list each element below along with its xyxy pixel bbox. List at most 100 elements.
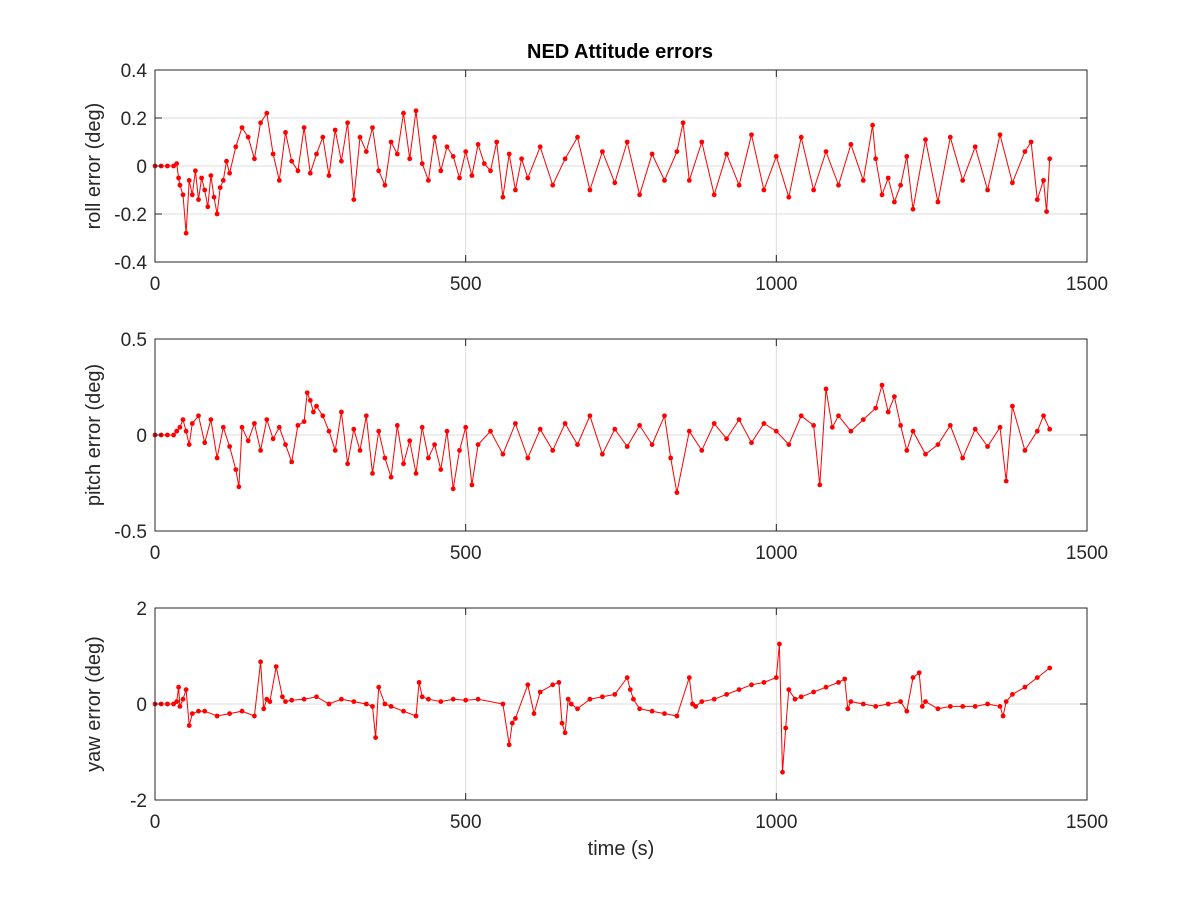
pitch-data-point bbox=[823, 386, 829, 392]
roll-data-point bbox=[860, 178, 866, 183]
pitch-data-point bbox=[258, 448, 263, 453]
roll-data-point bbox=[1028, 139, 1034, 145]
roll-data-point bbox=[233, 144, 239, 150]
pitch-data-point bbox=[227, 444, 233, 449]
roll-data-point bbox=[189, 192, 195, 198]
roll-data-point bbox=[351, 197, 357, 203]
roll-data-point bbox=[848, 142, 854, 147]
roll-data-point bbox=[870, 122, 875, 128]
roll-data-point bbox=[537, 144, 543, 150]
roll-data-point bbox=[600, 149, 605, 155]
pitch-data-point bbox=[332, 448, 338, 453]
pitch-data-point bbox=[239, 424, 245, 430]
pitch-data-point bbox=[1041, 413, 1046, 419]
yaw-data-point bbox=[836, 680, 841, 685]
roll-data-point bbox=[736, 182, 742, 188]
pitch-data-point bbox=[997, 424, 1003, 430]
pitch-data-point bbox=[587, 413, 593, 419]
yaw-data-point bbox=[792, 696, 798, 702]
roll-data-point bbox=[506, 151, 512, 157]
yaw-data-point bbox=[724, 692, 729, 697]
roll-data-point bbox=[1022, 149, 1028, 155]
yaw-data-point bbox=[475, 696, 481, 702]
roll-data-point bbox=[686, 178, 692, 183]
roll-data-point bbox=[637, 192, 642, 198]
roll-data-point bbox=[562, 156, 568, 162]
roll-data-point bbox=[264, 110, 270, 116]
yaw-data-point bbox=[556, 680, 562, 685]
roll-data-point bbox=[276, 178, 282, 183]
pitch-data-point bbox=[798, 413, 804, 419]
yaw-data-point bbox=[196, 708, 201, 714]
roll-data-point bbox=[475, 142, 481, 147]
roll-data-point bbox=[885, 175, 891, 181]
roll-data-point bbox=[513, 187, 518, 193]
yaw-data-point bbox=[1003, 699, 1009, 704]
pitch-data-point bbox=[233, 467, 239, 472]
yaw-data-point bbox=[693, 704, 698, 709]
roll-data-point bbox=[270, 151, 276, 157]
yaw-data-point bbox=[202, 708, 208, 714]
pitch-data-point bbox=[311, 409, 316, 415]
pitch-data-point bbox=[426, 455, 431, 461]
yaw-data-point bbox=[376, 684, 382, 690]
pitch-data-point bbox=[295, 423, 301, 428]
pitch-data-point bbox=[513, 421, 518, 426]
yaw-data-point bbox=[575, 706, 580, 712]
pitch-data-point bbox=[438, 467, 444, 472]
pitch-data-point bbox=[562, 421, 568, 426]
yaw-data-point bbox=[413, 713, 419, 719]
yaw-data-point bbox=[842, 676, 848, 682]
yaw-data-point bbox=[860, 701, 866, 707]
roll-data-point bbox=[196, 197, 201, 203]
yaw-data-point bbox=[845, 706, 851, 712]
roll-ytick-label: 0 bbox=[136, 157, 147, 178]
roll-data-point bbox=[376, 168, 382, 174]
roll-data-point bbox=[1041, 178, 1046, 183]
pitch-data-point bbox=[186, 442, 192, 447]
yaw-data-point bbox=[258, 659, 263, 665]
yaw-data-point bbox=[214, 713, 220, 719]
pitch-data-point bbox=[892, 394, 897, 399]
yaw-data-point bbox=[283, 699, 288, 704]
roll-data-point bbox=[786, 194, 792, 200]
pitch-data-point bbox=[829, 424, 835, 430]
yaw-data-point bbox=[786, 687, 792, 692]
pitch-data-point bbox=[183, 428, 189, 434]
pitch-data-point bbox=[463, 424, 469, 430]
pitch-data-point bbox=[910, 428, 916, 434]
yaw-data-point bbox=[811, 689, 816, 695]
roll-data-point bbox=[823, 149, 829, 155]
pitch-ytick-label: 0.5 bbox=[121, 330, 147, 351]
pitch-data-point bbox=[699, 448, 705, 453]
yaw-xtick-label: 1500 bbox=[1066, 812, 1108, 833]
pitch-data-point bbox=[382, 455, 388, 461]
yaw-data-point bbox=[261, 706, 267, 712]
yaw-data-point bbox=[885, 701, 891, 707]
pitch-data-point bbox=[600, 451, 605, 457]
pitch-data-point bbox=[575, 442, 580, 447]
pitch-data-point bbox=[649, 442, 655, 447]
roll-data-point bbox=[711, 192, 717, 198]
roll-data-point bbox=[432, 134, 437, 140]
yaw-data-point bbox=[777, 641, 782, 647]
roll-data-point bbox=[1010, 180, 1015, 186]
pitch-data-point bbox=[307, 398, 313, 403]
yaw-data-point bbox=[183, 687, 189, 692]
yaw-data-point bbox=[289, 697, 295, 703]
roll-data-point bbox=[1034, 197, 1040, 203]
roll-xtick-label: 500 bbox=[450, 274, 482, 295]
roll-data-point bbox=[370, 125, 375, 130]
roll-data-point bbox=[910, 206, 916, 212]
pitch-data-point bbox=[923, 451, 928, 457]
pitch-data-point bbox=[457, 448, 462, 453]
pitch-data-point bbox=[475, 442, 481, 447]
roll-data-point bbox=[811, 187, 816, 193]
roll-data-point bbox=[426, 178, 431, 183]
chart-title: NED Attitude errors bbox=[527, 41, 713, 63]
yaw-data-point bbox=[463, 697, 469, 703]
yaw-data-point bbox=[612, 692, 618, 697]
